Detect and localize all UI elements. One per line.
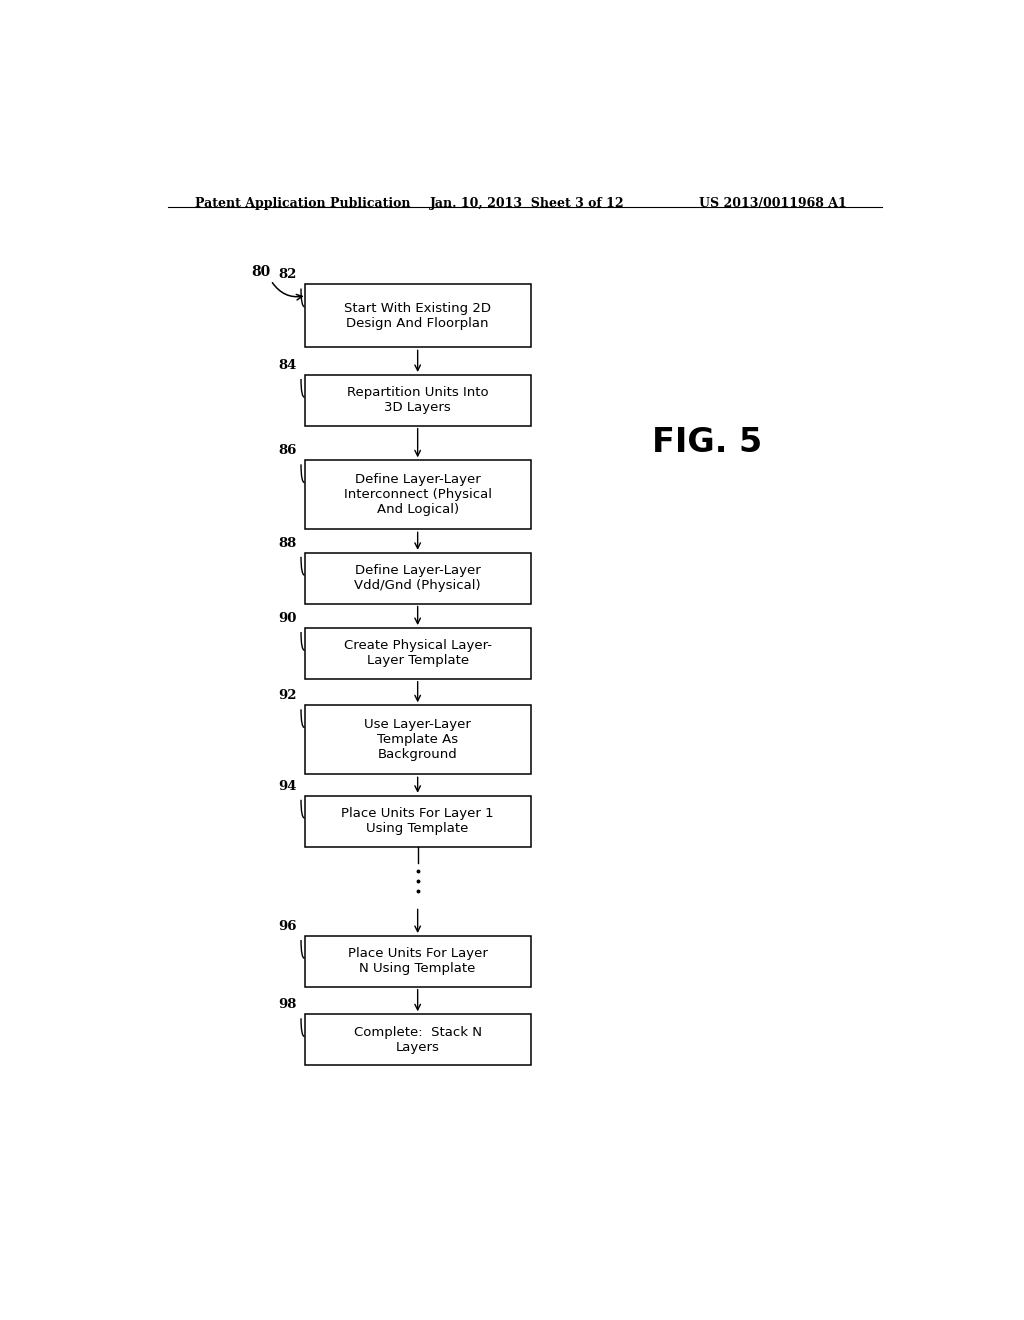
Text: 80: 80 xyxy=(251,265,270,279)
FancyBboxPatch shape xyxy=(304,1014,530,1065)
Text: Patent Application Publication: Patent Application Publication xyxy=(196,197,411,210)
Text: Jan. 10, 2013  Sheet 3 of 12: Jan. 10, 2013 Sheet 3 of 12 xyxy=(430,197,625,210)
Text: Define Layer-Layer
Interconnect (Physical
And Logical): Define Layer-Layer Interconnect (Physica… xyxy=(344,474,492,516)
FancyBboxPatch shape xyxy=(304,628,530,678)
Text: Place Units For Layer
N Using Template: Place Units For Layer N Using Template xyxy=(348,948,487,975)
Text: 90: 90 xyxy=(279,612,297,624)
Text: Place Units For Layer 1
Using Template: Place Units For Layer 1 Using Template xyxy=(341,807,494,836)
Text: 82: 82 xyxy=(279,268,297,281)
FancyBboxPatch shape xyxy=(304,705,530,775)
FancyBboxPatch shape xyxy=(304,936,530,987)
FancyBboxPatch shape xyxy=(304,375,530,426)
Text: 88: 88 xyxy=(279,537,297,549)
Text: Repartition Units Into
3D Layers: Repartition Units Into 3D Layers xyxy=(347,387,488,414)
Text: 84: 84 xyxy=(279,359,297,372)
Text: 94: 94 xyxy=(279,780,297,792)
Text: 96: 96 xyxy=(279,920,297,933)
Text: 86: 86 xyxy=(279,445,297,457)
Text: Start With Existing 2D
Design And Floorplan: Start With Existing 2D Design And Floorp… xyxy=(344,302,492,330)
Text: 92: 92 xyxy=(279,689,297,702)
Text: Define Layer-Layer
Vdd/Gnd (Physical): Define Layer-Layer Vdd/Gnd (Physical) xyxy=(354,564,481,593)
FancyBboxPatch shape xyxy=(304,284,530,347)
Text: Complete:  Stack N
Layers: Complete: Stack N Layers xyxy=(353,1026,481,1053)
FancyBboxPatch shape xyxy=(304,461,530,529)
Text: US 2013/0011968 A1: US 2013/0011968 A1 xyxy=(699,197,847,210)
Text: FIG. 5: FIG. 5 xyxy=(652,426,763,459)
Text: Use Layer-Layer
Template As
Background: Use Layer-Layer Template As Background xyxy=(365,718,471,762)
Text: Create Physical Layer-
Layer Template: Create Physical Layer- Layer Template xyxy=(344,639,492,668)
FancyBboxPatch shape xyxy=(304,553,530,603)
Text: 98: 98 xyxy=(279,998,297,1011)
FancyBboxPatch shape xyxy=(304,796,530,846)
